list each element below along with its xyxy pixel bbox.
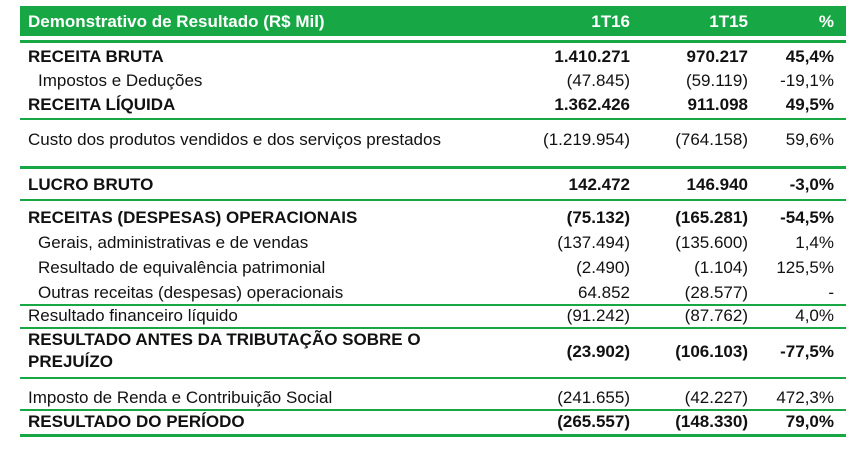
value-percent: -77,5% — [780, 342, 834, 361]
value-percent: -19,1% — [780, 71, 834, 90]
value-percent: 1,4% — [795, 233, 834, 252]
row-label: Resultado de equivalência patrimonial — [38, 258, 326, 277]
value-percent: -54,5% — [780, 208, 834, 227]
divider — [20, 327, 846, 329]
value-1t15: (28.577) — [684, 283, 748, 302]
column-header-percent: % — [818, 12, 834, 31]
table-header: Demonstrativo de Resultado (R$ Mil) 1T16… — [20, 6, 846, 36]
value-1t15: (135.600) — [675, 233, 748, 252]
column-header-1t16: 1T16 — [591, 12, 630, 31]
value-1t16: (75.132) — [566, 208, 630, 227]
value-1t16: (1.219.954) — [543, 130, 630, 149]
value-percent: 4,0% — [795, 306, 834, 325]
value-1t15: 970.217 — [686, 47, 748, 66]
value-percent: 45,4% — [785, 47, 834, 66]
value-percent: - — [828, 283, 834, 302]
value-1t15: 146.940 — [686, 175, 748, 194]
value-1t16: (241.655) — [557, 388, 630, 407]
divider — [20, 40, 846, 43]
value-1t15: (87.762) — [684, 306, 748, 325]
value-1t16: 64.852 — [578, 283, 630, 302]
divider — [20, 304, 846, 306]
row-label: Custo dos produtos vendidos e dos serviç… — [28, 130, 441, 149]
divider — [20, 409, 846, 411]
row-label: RECEITA LÍQUIDA — [28, 95, 176, 114]
value-1t16: (265.557) — [557, 412, 630, 431]
table-row-resultado-antes-tributacao: RESULTADO ANTES DA TRIBUTAÇÃO SOBRE O PR… — [20, 330, 846, 374]
divider — [20, 434, 846, 437]
row-label: RESULTADO DO PERÍODO — [28, 412, 245, 431]
value-1t16: (23.902) — [566, 342, 630, 361]
value-1t16: (91.242) — [566, 306, 630, 325]
column-header-1t15: 1T15 — [709, 12, 748, 31]
value-1t16: 1.410.271 — [554, 47, 630, 66]
value-1t16: (137.494) — [557, 233, 630, 252]
divider — [20, 166, 846, 169]
row-label: Resultado financeiro líquido — [28, 306, 238, 325]
value-1t15: (148.330) — [675, 412, 748, 431]
value-1t16: 1.362.426 — [554, 95, 630, 114]
row-label: Imposto de Renda e Contribuição Social — [28, 388, 333, 407]
value-1t15: (106.103) — [675, 342, 748, 361]
value-1t16: (47.845) — [566, 71, 630, 90]
value-1t16: 142.472 — [568, 175, 630, 194]
row-label: RECEITAS (DESPESAS) OPERACIONAIS — [28, 208, 358, 227]
divider — [20, 377, 846, 379]
value-1t15: (42.227) — [684, 388, 748, 407]
value-percent: 49,5% — [785, 95, 834, 114]
value-1t15: 911.098 — [687, 95, 748, 114]
row-label-line-2: PREJUÍZO — [28, 352, 114, 371]
row-label: Impostos e Deduções — [38, 71, 203, 90]
value-1t15: (1.104) — [694, 258, 748, 277]
row-label: Outras receitas (despesas) operacionais — [38, 283, 344, 302]
row-label: Gerais, administrativas e de vendas — [38, 233, 309, 252]
value-1t15: (59.119) — [685, 71, 748, 90]
row-label-line-1: RESULTADO ANTES DA TRIBUTAÇÃO SOBRE O — [28, 330, 421, 349]
divider — [20, 118, 846, 120]
value-percent: -3,0% — [789, 175, 834, 194]
row-label: RECEITA BRUTA — [28, 47, 164, 66]
value-1t15: (764.158) — [675, 130, 748, 149]
value-1t15: (165.281) — [675, 208, 748, 227]
value-percent: 59,6% — [785, 130, 834, 149]
value-percent: 125,5% — [776, 258, 834, 277]
table-title: Demonstrativo de Resultado (R$ Mil) — [28, 12, 325, 31]
row-label: LUCRO BRUTO — [28, 175, 154, 194]
value-percent: 472,3% — [776, 388, 834, 407]
value-1t16: (2.490) — [576, 258, 630, 277]
divider — [20, 199, 846, 201]
value-percent: 79,0% — [785, 412, 834, 431]
